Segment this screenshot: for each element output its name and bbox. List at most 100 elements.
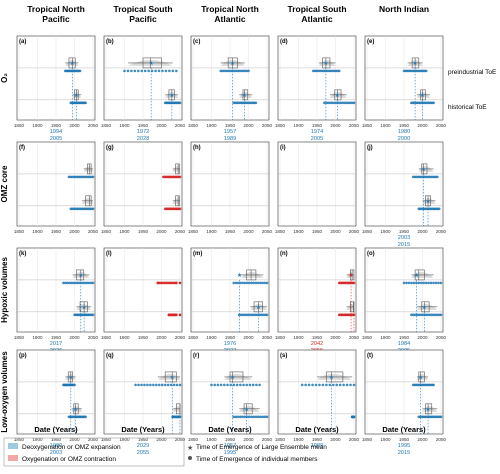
member-dot bbox=[417, 313, 421, 317]
member-dot bbox=[243, 281, 247, 285]
x-tick-label: 2000 bbox=[156, 123, 167, 128]
toe-year-label: 2015 bbox=[398, 242, 410, 248]
member-dot bbox=[178, 383, 182, 387]
member-dot bbox=[412, 313, 415, 317]
x-tick-label: 1850 bbox=[14, 123, 25, 128]
member-dot bbox=[172, 383, 176, 387]
toe-year-label: 2029 bbox=[137, 443, 149, 449]
member-dot bbox=[78, 69, 82, 73]
member-dot bbox=[402, 281, 406, 285]
member-dot bbox=[434, 281, 438, 285]
ensemble-mean-star: ★ bbox=[335, 92, 340, 99]
ensemble-mean-star: ★ bbox=[348, 272, 353, 279]
member-dot bbox=[263, 313, 267, 317]
x-tick-label: 2000 bbox=[69, 123, 80, 128]
member-dot bbox=[325, 383, 328, 387]
panel-id: (r) bbox=[193, 353, 199, 359]
member-dot bbox=[223, 383, 226, 387]
member-dot bbox=[232, 415, 235, 419]
member-dot bbox=[226, 69, 230, 73]
member-dot bbox=[219, 69, 223, 73]
member-dot bbox=[254, 281, 258, 285]
member-dot bbox=[328, 383, 332, 387]
x-tick-label: 1900 bbox=[293, 229, 304, 234]
member-dot bbox=[424, 69, 428, 73]
member-dot bbox=[239, 383, 242, 387]
ensemble-mean-star: ★ bbox=[323, 60, 328, 67]
member-dot bbox=[431, 313, 435, 317]
member-dot bbox=[89, 281, 93, 285]
member-dot bbox=[85, 281, 89, 285]
box bbox=[325, 371, 344, 383]
member-dot bbox=[417, 281, 421, 285]
x-tick-label: 1950 bbox=[399, 335, 410, 340]
box bbox=[418, 371, 425, 383]
panel-id: (t) bbox=[367, 353, 373, 359]
box bbox=[142, 57, 162, 69]
ensemble-mean-star: ★ bbox=[256, 304, 261, 311]
box bbox=[349, 301, 355, 313]
member-dot bbox=[130, 69, 133, 73]
panel-id: (g) bbox=[106, 145, 114, 151]
member-dot bbox=[137, 383, 140, 387]
member-dot bbox=[263, 281, 267, 285]
x-tick-label: 1900 bbox=[206, 437, 217, 442]
member-dot bbox=[259, 415, 262, 419]
x-tick-label: 2000 bbox=[243, 437, 254, 442]
toe-year-label: 2005 bbox=[311, 136, 323, 142]
member-dot bbox=[225, 69, 228, 73]
member-dot bbox=[123, 69, 126, 73]
panel: (g) 1850 1900 1950 2000 2050 bbox=[101, 141, 186, 234]
member-dot bbox=[249, 313, 252, 317]
member-dot bbox=[432, 383, 435, 387]
ensemble-mean-star: ★ bbox=[422, 304, 427, 311]
toe-year-label: 2017 bbox=[50, 341, 62, 347]
member-dot bbox=[232, 383, 236, 387]
panel-id: (f) bbox=[19, 145, 25, 151]
x-tick-label: 1950 bbox=[225, 229, 236, 234]
x-tick-label: 2000 bbox=[156, 335, 167, 340]
member-dot bbox=[331, 383, 335, 387]
panel-id: (q) bbox=[106, 353, 114, 359]
member-dot bbox=[432, 281, 435, 285]
x-tick-label: 1900 bbox=[293, 437, 304, 442]
panel-id: (m) bbox=[193, 251, 202, 257]
ensemble-mean-star: ★ bbox=[329, 374, 334, 381]
x-tick-label: 1850 bbox=[275, 437, 286, 442]
x-tick-label: 2050 bbox=[88, 437, 99, 442]
x-tick-label: 1950 bbox=[312, 437, 323, 442]
ensemble-mean-star: ★ bbox=[169, 92, 174, 99]
member-dot bbox=[160, 383, 164, 387]
x-tick-label: 2050 bbox=[349, 335, 360, 340]
x-tick-label: 1950 bbox=[399, 123, 410, 128]
ensemble-mean-star: ★ bbox=[425, 198, 430, 205]
x-tick-label: 2000 bbox=[417, 123, 428, 128]
x-tick-label: 2050 bbox=[436, 335, 447, 340]
x-tick-label: 2000 bbox=[330, 229, 341, 234]
member-dot bbox=[439, 415, 443, 419]
toe-year-label: 1980 bbox=[398, 129, 410, 135]
box bbox=[73, 403, 79, 415]
member-dot bbox=[439, 281, 443, 285]
x-tick-label: 1850 bbox=[188, 437, 199, 442]
member-dot bbox=[154, 69, 157, 73]
member-dot bbox=[140, 383, 143, 387]
x-tick-label: 1950 bbox=[399, 437, 410, 442]
column-title: Tropical North bbox=[201, 4, 259, 14]
member-dot bbox=[265, 415, 269, 419]
member-dot bbox=[87, 281, 91, 285]
member-dot bbox=[252, 313, 256, 317]
member-dot bbox=[169, 383, 173, 387]
member-dot bbox=[245, 69, 248, 73]
toe-year-label: 1972 bbox=[137, 129, 149, 135]
member-dot bbox=[235, 383, 239, 387]
toe-year-label: 2005 bbox=[50, 136, 62, 142]
x-tick-label: 1850 bbox=[101, 437, 112, 442]
x-tick-label: 1900 bbox=[119, 437, 130, 442]
member-dot bbox=[152, 383, 155, 387]
ensemble-mean-star: ★ bbox=[70, 60, 75, 67]
x-tick-label: 2000 bbox=[69, 229, 80, 234]
